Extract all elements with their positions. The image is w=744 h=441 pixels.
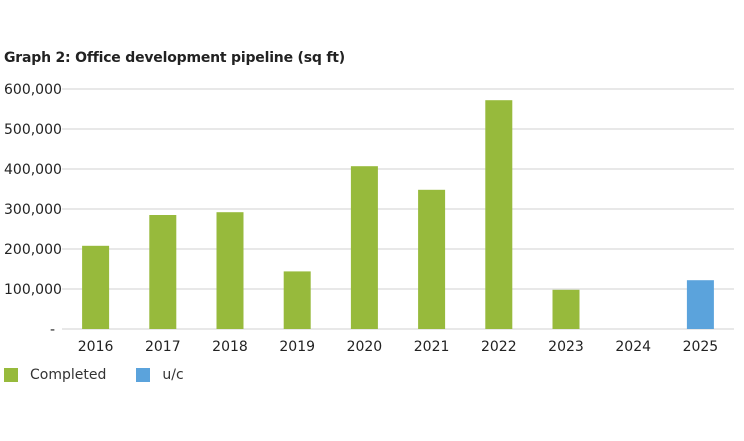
bar-completed-2016 xyxy=(82,245,110,329)
x-tick-label: 2020 xyxy=(347,339,383,355)
bar-completed-2023 xyxy=(552,289,580,329)
bar-completed-2018 xyxy=(216,212,244,329)
y-tick-label: 100,000 xyxy=(4,282,62,298)
y-tick-label: 300,000 xyxy=(4,202,62,218)
bar-completed-2022 xyxy=(485,100,513,329)
y-tick-label: 600,000 xyxy=(4,82,62,98)
legend-label-uc: u/c xyxy=(162,367,184,383)
legend-item-uc: u/c xyxy=(136,367,184,383)
legend-swatch-uc xyxy=(136,368,151,382)
x-axis-ticks: 2016 2017 2018 2019 2020 2021 2022 2023 2024 2025 xyxy=(78,339,718,355)
y-tick-label: 400,000 xyxy=(4,162,62,178)
bar-completed-2017 xyxy=(149,215,177,329)
legend-label-completed: Completed xyxy=(30,367,107,383)
x-tick-label: 2022 xyxy=(481,339,517,355)
bar-completed-2019 xyxy=(283,271,311,329)
y-tick-label: 500,000 xyxy=(4,122,62,138)
bar-uc-2025 xyxy=(686,280,714,329)
x-tick-label: 2017 xyxy=(145,339,181,355)
x-tick-label: 2024 xyxy=(615,339,651,355)
y-axis-ticks: - 100,000 200,000 300,000 400,000 500,000 600,… xyxy=(4,82,62,338)
x-tick-label: 2016 xyxy=(78,339,114,355)
bar-completed-2020 xyxy=(350,166,378,329)
legend-item-completed: Completed xyxy=(4,367,106,383)
x-tick-label: 2021 xyxy=(414,339,450,355)
x-tick-label: 2018 xyxy=(212,339,248,355)
gridlines xyxy=(62,88,734,330)
chart-title: Graph 2: Office development pipeline (sq… xyxy=(4,50,345,66)
legend: Completed u/c xyxy=(4,367,214,383)
y-tick-label: - xyxy=(50,322,55,338)
x-tick-label: 2019 xyxy=(279,339,315,355)
x-tick-label: 2023 xyxy=(548,339,584,355)
bars xyxy=(82,100,714,329)
legend-swatch-completed xyxy=(4,368,18,382)
bar-completed-2021 xyxy=(418,189,446,329)
x-tick-label: 2025 xyxy=(683,339,719,355)
y-tick-label: 200,000 xyxy=(4,242,62,258)
